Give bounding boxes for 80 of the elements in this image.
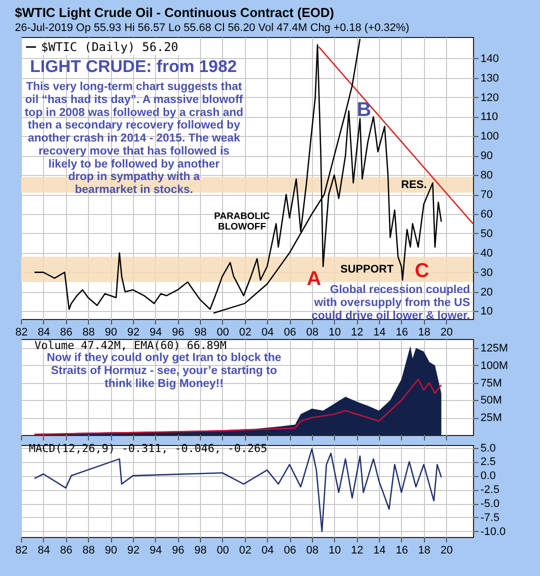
y-tick-label: -2.5 [480,484,500,496]
y-tick-label: 70 [480,189,493,202]
y-tick-label: 75M [480,377,502,390]
y-tick-label: 80 [480,170,493,182]
y-tick-label: 60 [480,208,493,220]
y-tick-label: 2.5 [480,456,496,468]
x-tick-label: 14 [373,326,386,338]
y-tick-label: 100M [480,360,508,372]
x-tick-label: 84 [38,326,50,338]
x-tick-label: 12 [351,326,364,338]
y-tick-label: 125M [480,342,508,355]
x-tick-label: 94 [150,326,162,338]
x-tick-label: 20 [440,326,453,338]
annotation: C [414,260,430,282]
x-tick-label: 06 [284,326,296,338]
y-tick-label: 10 [480,306,493,318]
y-tick-label: 0.0 [480,470,496,482]
x-tick-label: 08 [306,326,319,338]
y-tick-label: 100 [480,130,499,143]
band-label: SUPPORT [340,263,394,276]
x-tick-label: 20 [440,544,453,556]
y-tick-label: 50 [480,228,493,240]
x-tick-label: 02 [239,544,252,556]
line-series [34,378,442,435]
y-tick-label: 25M [480,412,502,424]
x-tick-label: 86 [60,544,72,556]
chart-title: $WTIC Light Crude Oil - Continuous Contract (EOD) [14,5,334,20]
chart-title: Volume 47.42M, EMA(60) 66.89M [34,339,227,352]
y-tick-label: 30 [480,266,493,279]
x-tick-label: 88 [82,326,95,338]
x-tick-label: 86 [60,326,72,338]
x-tick-label: 04 [262,326,274,338]
x-tick-label: 18 [418,544,430,556]
x-tick-label: 02 [239,326,252,338]
x-tick-label: 04 [262,544,274,556]
text: This very long-term chart suggests that oil “has had its day”. A massive blowoff top in 2008 was followed by a crash and then a secondary recovery followed by another crash in 2014 - 2015. The weak recovery move that has followed is likely to be followed by another drop in sympathy with a bearmarket in stocks. [24,81,244,196]
band-label: RES. [401,178,427,191]
y-tick-label: 90 [480,150,493,162]
y-tick-label: -7.5 [480,512,500,524]
x-tick-label: 10 [328,544,341,556]
x-tick-label: 96 [172,326,184,338]
y-tick-label: 110 [480,111,498,124]
x-tick-label: 10 [328,326,341,338]
x-tick-label: 88 [82,544,95,556]
y-tick-label: 50M [480,394,502,407]
legend-label: $WTIC (Daily) 56.20 [41,40,178,54]
x-tick-label: 18 [418,326,430,338]
x-tick-label: 00 [216,544,230,556]
y-tick-label: 20 [480,286,493,298]
annotation: Now if they could only get Iran to block the Straits of Hormuz - see, your’e starting to think like Big Money!! [46,352,282,390]
x-tick-label: 16 [396,326,408,338]
x-tick-label: 82 [15,326,28,338]
x-tick-label: 82 [15,544,28,556]
x-tick-label: 94 [150,544,162,556]
x-tick-label: 90 [104,326,118,338]
x-tick-label: 98 [194,326,207,338]
annotation: B [356,99,372,121]
x-tick-label: 96 [172,544,184,556]
x-tick-label: 06 [284,544,296,556]
chart-title: MACD(12,26,9) -0.311, -0.046, -0.265 [28,442,268,455]
annotation: PARABOLIC BLOWOFF [214,211,270,233]
y-tick-label: 5.0 [480,442,496,454]
x-tick-label: 90 [104,544,118,556]
x-tick-label: 84 [38,544,50,556]
chart-subtitle: 26-Jul-2019 Op 55.93 Hi 56.57 Lo 55.68 Cl 56.20 Vol 47.4M Chg +0.18 (+0.32%) [14,22,410,34]
y-tick-label: 130 [480,72,499,84]
y-tick-label: 40 [480,247,493,260]
y-tick-label: 140 [480,52,499,65]
x-tick-label: 08 [306,544,319,556]
x-tick-label: 00 [216,326,230,338]
x-tick-label: 92 [127,544,140,556]
y-tick-label: -10.0 [480,526,506,538]
x-tick-label: 98 [194,544,207,556]
y-tick-label: 120 [480,92,499,104]
y-tick-label: -5.0 [480,498,500,510]
annotation: LIGHT CRUDE: from 1982 [30,57,237,76]
x-tick-label: 14 [373,544,386,556]
x-tick-label: 16 [396,544,408,556]
x-tick-label: 92 [127,326,140,338]
x-tick-label: 12 [351,544,364,556]
